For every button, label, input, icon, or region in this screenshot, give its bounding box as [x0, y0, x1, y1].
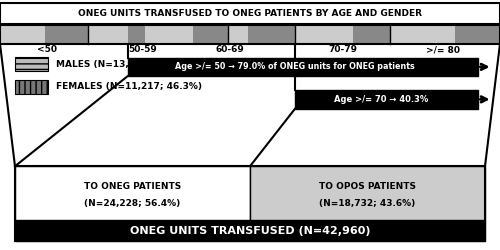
Bar [128, 58, 478, 76]
Bar [145, 25, 192, 44]
Bar [128, 25, 145, 44]
Bar [0, 2, 500, 24]
Text: (N=18,732; 43.6%): (N=18,732; 43.6%) [320, 200, 416, 208]
Bar [88, 25, 128, 44]
Bar [295, 25, 352, 44]
Text: TO OPOS PATIENTS: TO OPOS PATIENTS [319, 182, 416, 191]
Bar [15, 58, 48, 71]
Text: ONEG UNITS TRANSFUSED (N=42,960): ONEG UNITS TRANSFUSED (N=42,960) [130, 226, 370, 235]
Text: 60-69: 60-69 [216, 46, 244, 54]
Text: ONEG UNITS TRANSFUSED TO ONEG PATIENTS BY AGE AND GENDER: ONEG UNITS TRANSFUSED TO ONEG PATIENTS B… [78, 8, 422, 18]
Bar [15, 166, 485, 241]
Text: MALES (N=13,011; 53.7%): MALES (N=13,011; 53.7%) [56, 60, 190, 69]
Text: FEMALES (N=11,217; 46.3%): FEMALES (N=11,217; 46.3%) [56, 82, 203, 91]
Bar [295, 90, 478, 109]
Text: 50-59: 50-59 [128, 46, 157, 54]
Bar [228, 25, 248, 44]
Bar [352, 25, 390, 44]
Bar [248, 25, 295, 44]
Bar [455, 25, 500, 44]
Bar [390, 25, 455, 44]
Text: Age >/= 70 → 40.3%: Age >/= 70 → 40.3% [334, 95, 428, 104]
Bar [15, 80, 48, 94]
Text: >/= 80: >/= 80 [426, 46, 460, 54]
Text: <50: <50 [38, 46, 58, 54]
Bar [0, 25, 45, 44]
Bar [15, 220, 485, 241]
Bar [0, 25, 500, 44]
Text: TO ONEG PATIENTS: TO ONEG PATIENTS [84, 182, 181, 191]
Text: Age >/= 50 → 79.0% of ONEG units for ONEG patients: Age >/= 50 → 79.0% of ONEG units for ONE… [175, 62, 415, 72]
Text: 70-79: 70-79 [328, 46, 357, 54]
Bar [15, 166, 250, 220]
Text: (N=24,228; 56.4%): (N=24,228; 56.4%) [84, 200, 180, 208]
Bar [250, 166, 485, 220]
Bar [45, 25, 88, 44]
Bar [192, 25, 228, 44]
